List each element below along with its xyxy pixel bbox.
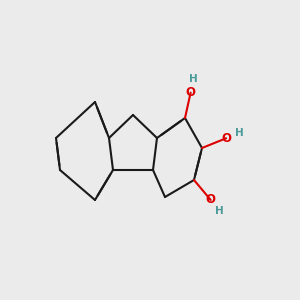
Text: H: H — [189, 74, 198, 84]
Text: O: O — [221, 132, 231, 145]
Text: H: H — [215, 206, 224, 216]
Text: O: O — [186, 86, 196, 99]
Text: O: O — [206, 194, 216, 206]
Text: H: H — [235, 128, 244, 138]
